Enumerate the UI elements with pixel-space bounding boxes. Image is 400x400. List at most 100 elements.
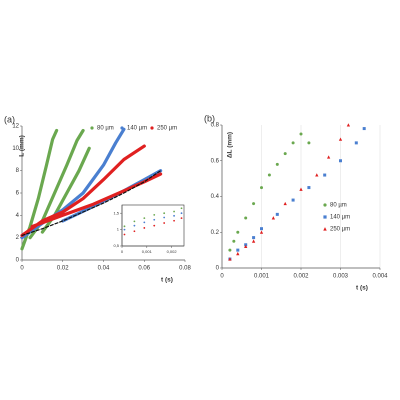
x-tick-label: 0.001: [254, 274, 270, 280]
legend-marker: [323, 227, 327, 231]
y-tick-label: 0.2: [211, 230, 220, 236]
point: [252, 202, 256, 206]
point: [173, 219, 175, 222]
y-tick-label: 0.8: [211, 123, 220, 129]
point: [123, 233, 126, 236]
point: [275, 162, 279, 166]
point: [299, 187, 303, 191]
point: [133, 224, 136, 227]
point: [307, 141, 311, 145]
point: [236, 248, 240, 252]
point: [153, 218, 156, 221]
x-tick-label: 0.08: [179, 266, 191, 272]
point: [123, 225, 126, 228]
y-tick-label: 8: [16, 168, 20, 174]
point: [275, 212, 279, 216]
point: [173, 210, 175, 213]
point: [338, 137, 343, 141]
y-axis-label: ΔL (mm): [227, 132, 234, 158]
point: [133, 230, 136, 233]
point: [236, 251, 240, 256]
y-tick-label: 2: [16, 235, 20, 241]
point: [143, 227, 146, 229]
legend-label: 140 µm: [330, 215, 350, 221]
x-tick-label: 0.003: [333, 274, 349, 280]
point: [153, 213, 156, 216]
y-tick-label: 1,5: [113, 210, 119, 215]
point: [267, 173, 271, 177]
point: [327, 155, 331, 159]
x-tick-label: 0,002: [167, 249, 178, 254]
y-tick-label: 1: [117, 227, 120, 232]
legend-marker: [120, 126, 124, 130]
point: [180, 217, 183, 220]
x-tick-label: 0: [20, 266, 24, 272]
x-tick-label: 0.04: [98, 266, 110, 272]
y-tick-label: 0: [216, 266, 220, 272]
y-tick-label: 12: [12, 124, 19, 130]
point: [143, 221, 146, 224]
y-tick-label: 4: [16, 213, 20, 219]
legend-marker: [150, 126, 154, 130]
point: [180, 212, 183, 215]
legend-marker: [323, 215, 327, 219]
point: [180, 207, 183, 210]
y-tick-label: 0: [16, 258, 20, 264]
panel-label: (b): [204, 113, 215, 123]
point: [236, 230, 240, 234]
legend-label: 80 µm: [97, 126, 114, 132]
point: [244, 216, 248, 220]
point: [232, 239, 236, 243]
point: [283, 152, 287, 156]
x-axis-label: t (s): [161, 277, 173, 284]
point: [133, 220, 136, 223]
x-tick-label: 0.004: [372, 274, 388, 280]
point: [315, 173, 319, 177]
x-tick-label: 0.06: [138, 266, 150, 272]
y-tick-label: 0,5: [113, 243, 119, 248]
legend-label: 250 µm: [157, 126, 177, 132]
point: [291, 141, 295, 145]
x-tick-label: 0.002: [293, 274, 309, 280]
legend-label: 140 µm: [127, 126, 147, 132]
point: [163, 222, 166, 224]
point: [283, 201, 287, 206]
point: [346, 123, 351, 127]
point: [163, 216, 166, 219]
point: [173, 214, 175, 217]
point: [354, 141, 358, 145]
x-tick-label: 0.02: [57, 266, 69, 272]
y-tick-label: 6: [16, 191, 20, 197]
point: [259, 230, 264, 234]
point: [260, 227, 263, 231]
point: [291, 198, 295, 202]
point: [323, 173, 327, 177]
y-tick-label: 0.4: [211, 194, 220, 200]
point: [307, 186, 311, 190]
point: [123, 228, 126, 231]
point: [271, 216, 275, 220]
point: [339, 159, 342, 163]
x-tick-label: 0: [121, 249, 124, 254]
x-tick-label: 0: [220, 274, 224, 280]
point: [228, 257, 232, 261]
point: [153, 224, 156, 227]
point: [228, 248, 232, 252]
point: [163, 212, 166, 215]
legend-label: 250 µm: [330, 227, 350, 233]
legend-label: 80 µm: [330, 203, 347, 209]
point: [143, 217, 146, 220]
point: [299, 132, 303, 136]
legend-marker: [90, 126, 94, 130]
x-axis-label: t (s): [356, 285, 368, 292]
y-tick-label: 10: [12, 146, 19, 152]
x-tick-label: 0,001: [142, 249, 153, 254]
y-tick-label: 0.6: [211, 158, 220, 164]
point: [251, 239, 256, 243]
panel-label: (a): [4, 114, 15, 124]
point: [252, 236, 256, 240]
legend-marker: [323, 203, 327, 207]
point: [362, 127, 366, 131]
